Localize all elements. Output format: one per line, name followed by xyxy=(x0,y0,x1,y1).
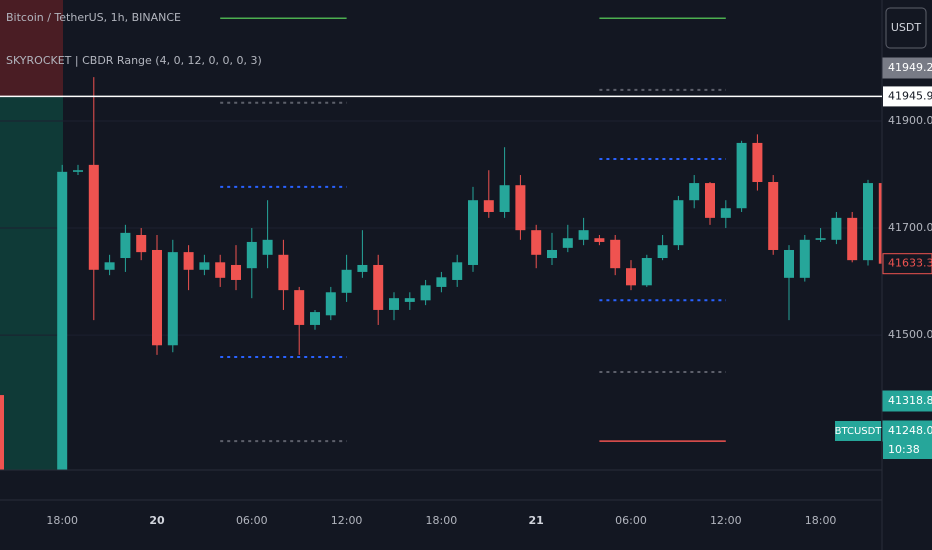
candle-body xyxy=(689,183,700,201)
candle-body xyxy=(863,183,873,261)
price-marker-box xyxy=(882,390,932,412)
candle-body xyxy=(262,239,273,255)
candle-body xyxy=(752,142,763,183)
price-marker-label: 41949.29 xyxy=(888,61,932,74)
candle-body xyxy=(310,312,320,325)
price-marker-label: 41318.85 xyxy=(888,394,932,407)
x-tick-label: 06:00 xyxy=(615,514,647,527)
currency-button[interactable] xyxy=(885,7,927,49)
price-marker-box xyxy=(882,253,932,275)
x-tick-label: 12:00 xyxy=(331,514,363,527)
candle-body xyxy=(452,262,463,280)
y-tick-label: 41700.00 xyxy=(888,221,932,234)
candle-body xyxy=(199,262,210,270)
candle-body xyxy=(57,171,68,470)
candle-body xyxy=(815,238,826,240)
y-tick-label: 41900.00 xyxy=(888,114,932,127)
candle-body xyxy=(562,238,573,248)
candle-body xyxy=(88,164,99,270)
candle-body xyxy=(768,182,779,250)
plot xyxy=(0,17,882,470)
candle-body xyxy=(231,264,241,280)
symbol-box xyxy=(835,421,881,441)
range-box xyxy=(0,96,63,470)
candle-body xyxy=(215,262,226,278)
candle-body xyxy=(104,262,115,270)
candle-body xyxy=(246,241,257,269)
symbol-label: BTCUSDT xyxy=(835,426,883,437)
currency-label[interactable]: USDT xyxy=(891,21,922,34)
candle-body xyxy=(515,185,526,231)
chart-title: Bitcoin / TetherUS, 1h, BINANCE xyxy=(6,11,181,24)
candle-body xyxy=(878,183,882,264)
countdown-label: 10:38 xyxy=(888,443,920,456)
range-box xyxy=(0,0,63,96)
candle-body xyxy=(404,298,415,302)
x-tick-label: 06:00 xyxy=(236,514,268,527)
price-marker-label: 41633.39 xyxy=(888,257,932,270)
candle-body xyxy=(847,217,858,261)
candle-body xyxy=(531,230,542,255)
candle-body xyxy=(784,249,794,278)
candle-body xyxy=(705,183,715,218)
candle-body xyxy=(167,252,178,346)
candle-body xyxy=(499,185,510,212)
candle-body xyxy=(657,245,668,259)
price-line-label: 41945.90 xyxy=(888,89,932,102)
candle-body xyxy=(325,292,336,316)
countdown-box xyxy=(883,441,932,459)
candle-body xyxy=(389,298,399,310)
candle-body xyxy=(152,249,162,346)
candle-body xyxy=(278,254,289,291)
candle-body xyxy=(373,264,384,310)
candle-body xyxy=(294,290,305,325)
candle-body xyxy=(357,264,368,272)
candle-body xyxy=(0,395,4,470)
x-tick-label: 12:00 xyxy=(710,514,742,527)
candle-body xyxy=(468,200,478,265)
price-line-box xyxy=(883,86,932,107)
candle-body xyxy=(547,249,557,259)
candle-body xyxy=(183,252,194,270)
candle-body xyxy=(720,208,731,218)
candle-body xyxy=(578,230,589,240)
candle-body xyxy=(626,268,636,286)
x-tick-label: 18:00 xyxy=(805,514,837,527)
x-tick-label: 18:00 xyxy=(426,514,458,527)
candle-body xyxy=(483,200,494,212)
candle-body xyxy=(420,285,431,301)
candle-body xyxy=(594,238,605,242)
candle-body xyxy=(673,200,684,246)
indicator-title: SKYROCKET | CBDR Range (4, 0, 12, 0, 0, … xyxy=(6,54,262,67)
candle-body xyxy=(610,239,621,269)
price-marker-label: 41248.01 xyxy=(888,424,932,437)
candle-body xyxy=(120,232,131,259)
y-tick-label: 41500.00 xyxy=(888,328,932,341)
x-tick-label: 18:00 xyxy=(46,514,78,527)
candle-body xyxy=(641,258,652,286)
candle-body xyxy=(73,170,83,172)
x-tick-label: 20 xyxy=(149,514,165,527)
candle-body xyxy=(799,239,810,278)
candle-body xyxy=(736,142,747,209)
candle-body xyxy=(341,269,352,293)
price-marker-box xyxy=(882,57,932,79)
candle-body xyxy=(136,235,147,253)
candle-body xyxy=(436,277,447,287)
x-tick-label: 21 xyxy=(529,514,544,527)
price-axis: 41500.00 41700.00 41900.00 41945.90 41949.29… xyxy=(882,57,932,459)
candle-body xyxy=(831,217,842,240)
